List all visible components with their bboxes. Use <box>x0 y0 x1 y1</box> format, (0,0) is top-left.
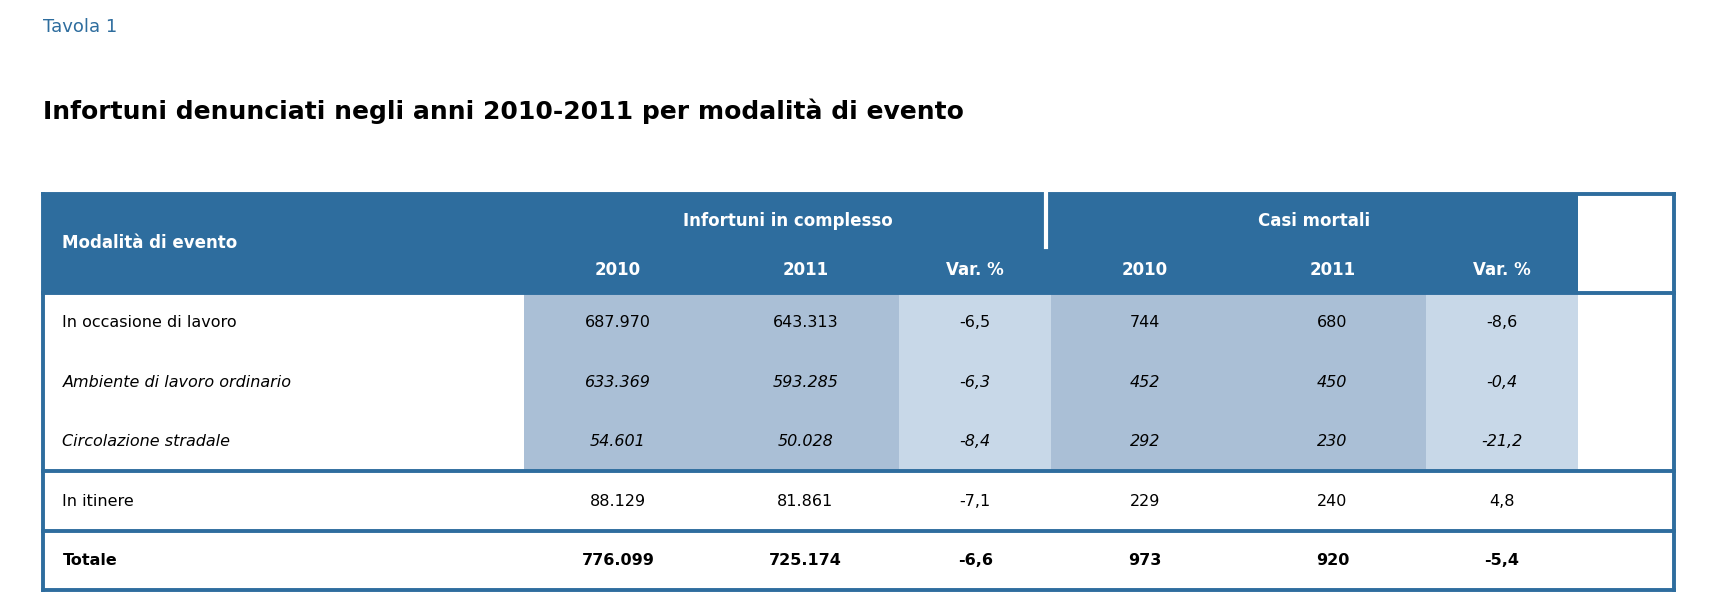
Bar <box>1051 247 1238 293</box>
Bar <box>1427 247 1578 293</box>
Bar <box>524 194 1051 247</box>
Text: Var. %: Var. % <box>946 261 1004 279</box>
Bar <box>713 412 900 471</box>
Text: Circolazione stradale: Circolazione stradale <box>62 434 230 449</box>
Text: -6,3: -6,3 <box>960 375 991 390</box>
Bar <box>900 352 1051 412</box>
Bar <box>524 293 713 352</box>
Bar <box>524 412 713 471</box>
Text: 776.099: 776.099 <box>582 553 654 568</box>
Bar <box>900 412 1051 471</box>
Bar <box>43 293 524 352</box>
Bar <box>900 247 1051 293</box>
Text: 4,8: 4,8 <box>1489 494 1514 509</box>
Text: 81.861: 81.861 <box>778 494 834 509</box>
Bar <box>524 531 713 590</box>
Text: -8,4: -8,4 <box>960 434 991 449</box>
Text: 229: 229 <box>1130 494 1161 509</box>
Bar <box>1427 293 1578 352</box>
Bar <box>524 471 713 531</box>
Text: Casi mortali: Casi mortali <box>1259 212 1370 229</box>
Text: Tavola 1: Tavola 1 <box>43 18 117 36</box>
Text: -21,2: -21,2 <box>1482 434 1523 449</box>
Text: 2011: 2011 <box>783 261 829 279</box>
Bar <box>713 247 900 293</box>
Text: Modalità di evento: Modalità di evento <box>62 234 237 252</box>
Bar <box>900 531 1051 590</box>
Text: -6,5: -6,5 <box>960 315 991 330</box>
Bar <box>1238 531 1427 590</box>
Text: 973: 973 <box>1128 553 1161 568</box>
Bar <box>1051 194 1578 247</box>
Text: 50.028: 50.028 <box>778 434 833 449</box>
Bar <box>1238 293 1427 352</box>
Text: -8,6: -8,6 <box>1487 315 1518 330</box>
Bar <box>713 471 900 531</box>
Text: In itinere: In itinere <box>62 494 134 509</box>
Bar <box>43 471 524 531</box>
Text: 450: 450 <box>1317 375 1348 390</box>
Text: 680: 680 <box>1317 315 1348 330</box>
Bar <box>43 194 524 293</box>
Text: 452: 452 <box>1130 375 1161 390</box>
Text: 88.129: 88.129 <box>591 494 646 509</box>
Text: Var. %: Var. % <box>1473 261 1532 279</box>
Bar <box>524 247 713 293</box>
Bar <box>1238 471 1427 531</box>
Bar <box>1427 412 1578 471</box>
Bar <box>1051 352 1238 412</box>
Bar <box>1427 471 1578 531</box>
Bar <box>900 471 1051 531</box>
Text: 230: 230 <box>1317 434 1348 449</box>
Text: 643.313: 643.313 <box>773 315 838 330</box>
Text: -5,4: -5,4 <box>1485 553 1520 568</box>
Text: 725.174: 725.174 <box>769 553 841 568</box>
Text: 2011: 2011 <box>1310 261 1355 279</box>
Text: 744: 744 <box>1130 315 1161 330</box>
Bar <box>1051 293 1238 352</box>
Bar <box>1238 412 1427 471</box>
Text: -6,6: -6,6 <box>958 553 992 568</box>
Text: 633.369: 633.369 <box>585 375 651 390</box>
Text: 920: 920 <box>1315 553 1350 568</box>
Text: 2010: 2010 <box>1121 261 1168 279</box>
Text: 240: 240 <box>1317 494 1348 509</box>
Text: 2010: 2010 <box>594 261 640 279</box>
Bar <box>1238 247 1427 293</box>
Text: Infortuni denunciati negli anni 2010-2011 per modalità di evento: Infortuni denunciati negli anni 2010-201… <box>43 98 963 124</box>
Bar <box>713 352 900 412</box>
Text: -0,4: -0,4 <box>1487 375 1518 390</box>
Bar <box>1051 471 1238 531</box>
Bar <box>713 293 900 352</box>
Text: Infortuni in complesso: Infortuni in complesso <box>683 212 893 229</box>
Bar <box>43 531 524 590</box>
Text: -7,1: -7,1 <box>960 494 991 509</box>
Bar <box>43 412 524 471</box>
Bar <box>1238 352 1427 412</box>
Bar <box>1051 531 1238 590</box>
Bar <box>524 352 713 412</box>
Bar <box>1427 531 1578 590</box>
Text: 292: 292 <box>1130 434 1161 449</box>
Text: 593.285: 593.285 <box>773 375 838 390</box>
Text: In occasione di lavoro: In occasione di lavoro <box>62 315 237 330</box>
Bar <box>1427 352 1578 412</box>
Bar <box>43 352 524 412</box>
Text: Ambiente di lavoro ordinario: Ambiente di lavoro ordinario <box>62 375 292 390</box>
Text: Totale: Totale <box>62 553 117 568</box>
Bar <box>900 293 1051 352</box>
Text: 54.601: 54.601 <box>591 434 646 449</box>
Bar <box>713 531 900 590</box>
Text: 687.970: 687.970 <box>585 315 651 330</box>
Bar <box>1051 412 1238 471</box>
